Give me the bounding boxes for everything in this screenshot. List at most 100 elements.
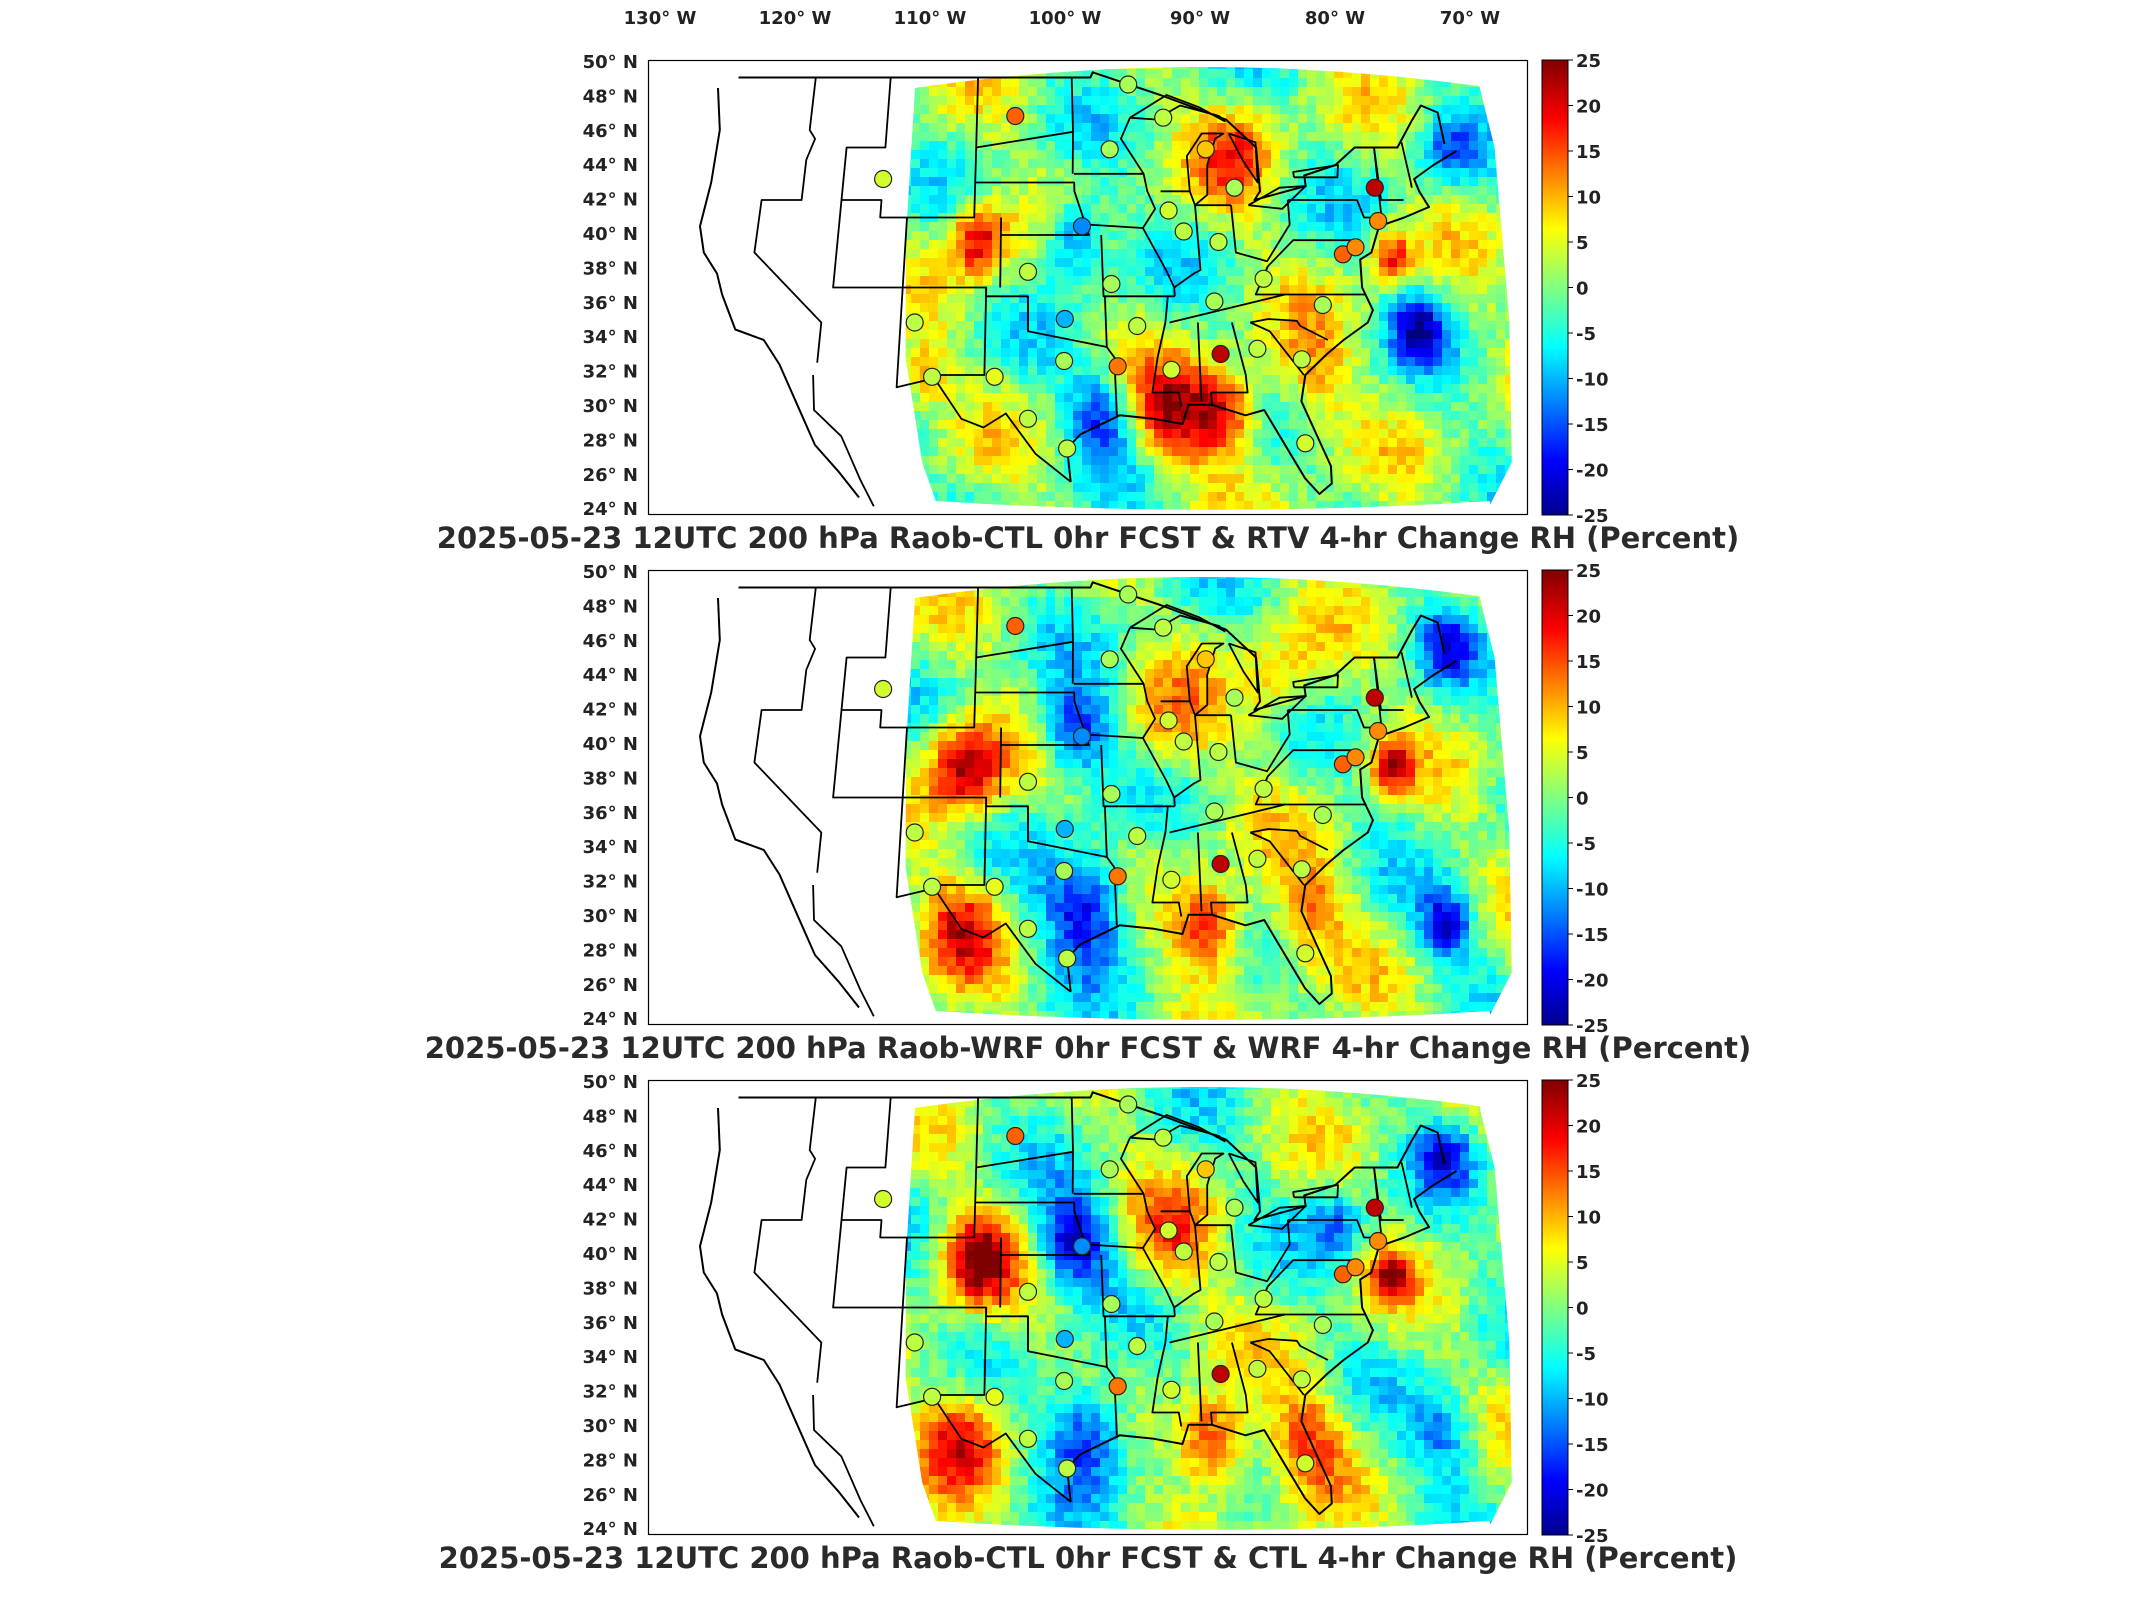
raob-station-marker	[1006, 1126, 1025, 1146]
raob-station-marker	[1018, 1429, 1038, 1448]
latitude-label: 30° N	[583, 1416, 638, 1437]
state-border	[1230, 199, 1291, 263]
latitude-label: 24° N	[583, 1519, 638, 1540]
raob-station-marker	[1108, 867, 1127, 886]
raob-station-marker	[1205, 802, 1224, 821]
state-border	[1254, 749, 1357, 806]
latitude-label: 42° N	[583, 700, 638, 721]
raob-station-marker	[1006, 616, 1025, 636]
latitude-label: 46° N	[583, 121, 638, 142]
raob-station-marker	[1254, 1289, 1273, 1308]
raob-station-marker	[1100, 1160, 1119, 1179]
latitude-label: 48° N	[583, 596, 638, 617]
longitude-label: 120° W	[759, 8, 832, 29]
latitude-label: 44° N	[583, 665, 638, 686]
colorbar-tick-label: 15	[1576, 1162, 1601, 1183]
raob-station-marker	[1159, 711, 1178, 730]
raob-station-marker	[1209, 232, 1228, 252]
panels: 50° N 48° N 46° N 44° N 42° N 40° N 38° N 36° N…	[425, 51, 1752, 1575]
state-border	[1400, 142, 1413, 188]
colorbar-tick-label: -5	[1576, 324, 1596, 345]
map-panel: 50° N 48° N 46° N 44° N 42° N 40° N 38° N 36° N…	[425, 561, 1752, 1065]
latitude-label: 38° N	[583, 258, 638, 279]
latitude-label: 50° N	[583, 52, 638, 73]
raob-station-marker	[1368, 721, 1388, 741]
raob-station-marker	[1254, 779, 1273, 798]
raob-station-marker	[1211, 1364, 1230, 1384]
colorbar-tick-label: 10	[1576, 1208, 1601, 1229]
state-border	[1230, 709, 1291, 773]
raob-station-marker	[1254, 269, 1273, 288]
state-border	[1373, 1167, 1404, 1221]
latitude-label: 24° N	[583, 499, 638, 520]
raob-station-marker	[1225, 178, 1244, 197]
raob-station-marker	[905, 823, 924, 842]
map-panel: 50° N 48° N 46° N 44° N 42° N 40° N 38° N 36° N…	[437, 51, 1739, 555]
raob-station-marker	[1108, 1377, 1127, 1396]
colorbar-tick-label: -15	[1576, 415, 1609, 436]
latitude-label: 42° N	[583, 1210, 638, 1231]
raob-station-marker	[874, 1189, 893, 1209]
raob-station-marker	[1128, 826, 1147, 846]
latitude-label: 50° N	[583, 562, 638, 583]
state-border	[975, 1201, 1090, 1256]
latitude-label: 30° N	[583, 906, 638, 927]
state-border	[1210, 832, 1249, 915]
raob-station-marker	[1006, 106, 1025, 126]
raob-station-marker	[1346, 748, 1365, 767]
raob-station-marker	[923, 1387, 942, 1406]
colorbar-tick-label: 5	[1576, 233, 1589, 254]
state-border	[1197, 1342, 1203, 1422]
state-border	[1254, 1259, 1357, 1316]
colorbar: 25 20 15 10 5 0 -5 -10 -15 -20 -25	[1541, 561, 1609, 1037]
raob-station-marker	[1225, 1198, 1244, 1217]
great-lake-outline	[1185, 642, 1225, 717]
east-gulf-coastline	[1066, 660, 1458, 1005]
raob-station-marker	[1102, 1294, 1121, 1314]
colorbar-tick-label: 5	[1576, 743, 1589, 764]
latitude-label: 48° N	[583, 86, 638, 107]
colorbar: 25 20 15 10 5 0 -5 -10 -15 -20 -25	[1541, 51, 1609, 527]
east-gulf-coastline	[1066, 1170, 1458, 1515]
colorbar-tick-label: 10	[1576, 698, 1601, 719]
great-lake-outline	[1247, 1205, 1307, 1230]
raob-station-marker	[1205, 1312, 1224, 1331]
raob-station-marker	[1055, 1371, 1074, 1391]
state-border	[1120, 117, 1145, 175]
state-border	[1250, 828, 1329, 851]
raob-station-marker	[1292, 1370, 1311, 1389]
raob-station-marker	[1174, 732, 1193, 751]
latitude-label: 28° N	[583, 940, 638, 961]
rh-change-field	[905, 577, 1512, 1020]
state-border	[1104, 1316, 1108, 1368]
state-border	[1151, 806, 1183, 917]
great-lake-outline	[1247, 695, 1307, 720]
colorbar-tick-label: 0	[1576, 1299, 1589, 1320]
longitude-label: 100° W	[1029, 8, 1102, 29]
latitude-label: 24° N	[583, 1009, 638, 1030]
great-lake-outline	[1227, 132, 1259, 184]
raob-station-marker	[1119, 1095, 1138, 1114]
raob-station-marker	[1100, 140, 1119, 159]
latitude-label: 50° N	[583, 1072, 638, 1093]
east-gulf-coastline	[1066, 150, 1458, 495]
state-border	[975, 691, 1090, 746]
state-border	[1287, 147, 1383, 219]
state-border	[1287, 1167, 1383, 1239]
state-border	[1142, 737, 1176, 807]
raob-station-marker	[874, 679, 893, 699]
raob-station-marker	[1296, 434, 1315, 453]
raob-station-marker	[1018, 772, 1038, 791]
longitude-labels: 130° W 120° W 110° W 100° W 90° W 80° W 70° W	[624, 8, 1501, 29]
latitude-label: 40° N	[583, 734, 638, 755]
raob-station-marker	[1174, 222, 1193, 241]
state-border	[840, 1097, 979, 1239]
latitude-label: 26° N	[583, 975, 638, 996]
state-border	[1104, 296, 1108, 348]
map-border	[647, 59, 1529, 516]
latitude-label: 44° N	[583, 155, 638, 176]
raob-station-marker	[1346, 238, 1365, 257]
raob-station-marker	[1365, 688, 1384, 707]
state-border	[976, 587, 1074, 659]
state-border	[1120, 627, 1145, 685]
